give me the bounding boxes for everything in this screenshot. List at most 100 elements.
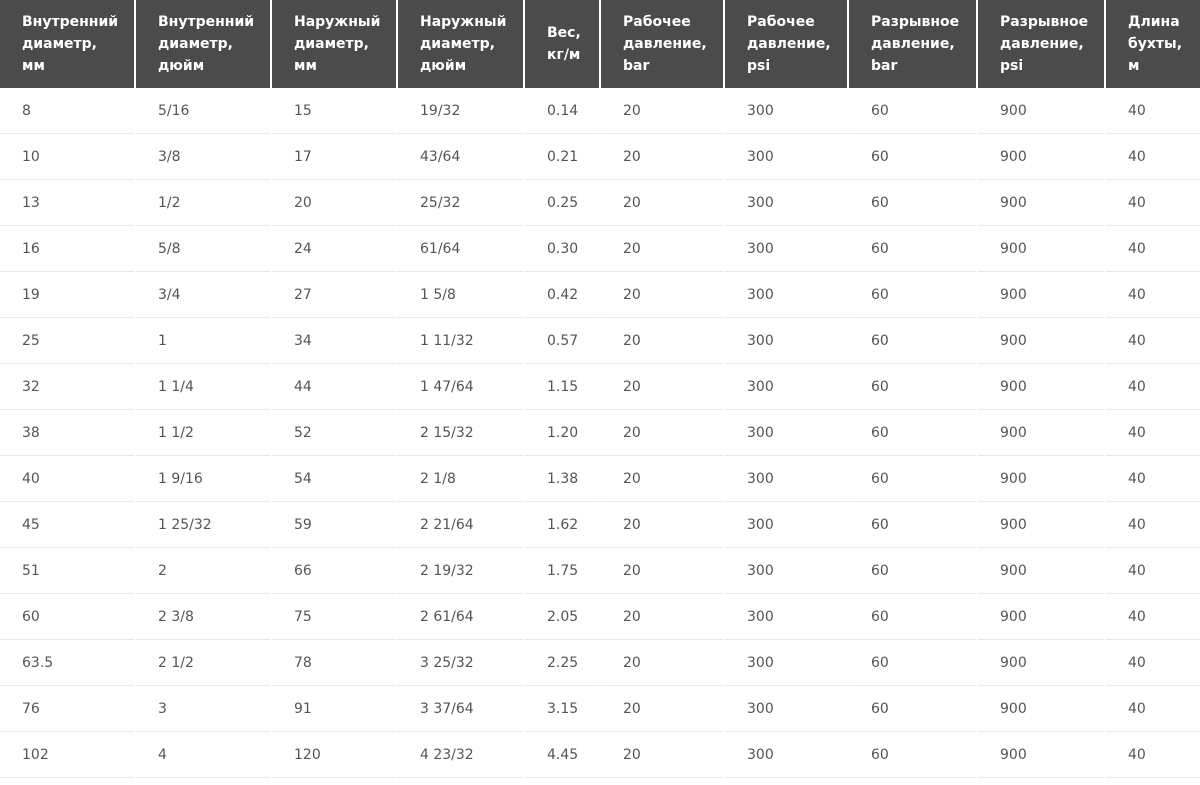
table-cell: 2.25: [524, 639, 601, 686]
table-cell: 0.42: [524, 271, 601, 318]
table-cell: 900: [977, 88, 1106, 134]
table-cell: 40: [1105, 639, 1200, 686]
table-cell: 40: [1105, 317, 1200, 364]
table-cell: 2 61/64: [397, 593, 525, 640]
table-cell: 5/8: [135, 225, 272, 272]
table-cell: 20: [600, 363, 725, 410]
table-cell: 4: [135, 731, 272, 778]
table-cell: 60: [848, 455, 978, 502]
table-cell: 24: [271, 225, 398, 272]
table-cell: 2 3/8: [135, 593, 272, 640]
table-cell: 0.21: [524, 133, 601, 180]
table-cell: 20: [600, 88, 725, 134]
table-cell: 1: [135, 317, 272, 364]
table-cell: 0.30: [524, 225, 601, 272]
table-cell: 300: [724, 731, 849, 778]
table-cell: 3.15: [524, 685, 601, 732]
table-cell: 40: [1105, 271, 1200, 318]
table-cell: 52: [271, 409, 398, 456]
table-cell: 20: [600, 179, 725, 226]
column-header: Наружный диаметр, дюйм: [397, 0, 525, 88]
table-cell: 91: [271, 685, 398, 732]
header-row: Внутренний диаметр, мм Внутренний диаметр…: [0, 0, 1200, 88]
table-cell: 900: [977, 685, 1106, 732]
table-cell: 5/16: [135, 88, 272, 134]
table-cell: 40: [1105, 88, 1200, 134]
table-cell: 60: [848, 179, 978, 226]
table-cell: 300: [724, 179, 849, 226]
table-cell: 20: [600, 133, 725, 180]
table-cell: 1/2: [135, 179, 272, 226]
table-cell: 2 21/64: [397, 501, 525, 548]
table-cell: 15: [271, 88, 398, 134]
table-row: 40 1 9/16 54 2 1/8 1.38 20 300 60 900 40: [0, 455, 1200, 502]
column-header: Разрывное давление, psi: [977, 0, 1106, 88]
table-cell: 45: [0, 501, 136, 548]
table-cell: 40: [1105, 501, 1200, 548]
table-row: 45 1 25/32 59 2 21/64 1.62 20 300 60 900 40: [0, 501, 1200, 548]
table-cell: 900: [977, 593, 1106, 640]
table-cell: 2 15/32: [397, 409, 525, 456]
table-cell: 300: [724, 225, 849, 272]
table-cell: 1.20: [524, 409, 601, 456]
table-cell: 78: [271, 639, 398, 686]
table-cell: 3/8: [135, 133, 272, 180]
table-cell: 900: [977, 317, 1106, 364]
table-cell: 44: [271, 363, 398, 410]
table-cell: 10: [0, 133, 136, 180]
table-cell: 900: [977, 271, 1106, 318]
table-cell: 1.75: [524, 547, 601, 594]
table-cell: 19/32: [397, 88, 525, 134]
table-cell: 0.14: [524, 88, 601, 134]
table-row: 76 3 91 3 37/64 3.15 20 300 60 900 40: [0, 685, 1200, 732]
column-header: Рабочее давление, bar: [600, 0, 725, 88]
table-cell: 60: [0, 593, 136, 640]
table-cell: 2: [135, 547, 272, 594]
table-cell: 34: [271, 317, 398, 364]
table-cell: 20: [600, 547, 725, 594]
table-cell: 900: [977, 225, 1106, 272]
table-cell: 1 11/32: [397, 317, 525, 364]
table-cell: 59: [271, 501, 398, 548]
table-cell: 75: [271, 593, 398, 640]
column-header: Длина бухты, м: [1105, 0, 1200, 88]
table-cell: 40: [1105, 409, 1200, 456]
table-cell: 20: [271, 179, 398, 226]
table-cell: 300: [724, 271, 849, 318]
table-cell: 300: [724, 363, 849, 410]
column-header: Разрывное давление, bar: [848, 0, 978, 88]
table-cell: 20: [600, 731, 725, 778]
table-row: 60 2 3/8 75 2 61/64 2.05 20 300 60 900 40: [0, 593, 1200, 640]
table-cell: 900: [977, 547, 1106, 594]
table-row: 32 1 1/4 44 1 47/64 1.15 20 300 60 900 40: [0, 363, 1200, 410]
table-cell: 120: [271, 731, 398, 778]
table-row: 13 1/2 20 25/32 0.25 20 300 60 900 40: [0, 179, 1200, 226]
table-cell: 1 47/64: [397, 363, 525, 410]
table-cell: 25/32: [397, 179, 525, 226]
table-row: 25 1 34 1 11/32 0.57 20 300 60 900 40: [0, 317, 1200, 364]
table-cell: 66: [271, 547, 398, 594]
table-cell: 20: [600, 639, 725, 686]
column-header: Наружный диаметр, мм: [271, 0, 398, 88]
table-cell: 20: [600, 685, 725, 732]
table-cell: 102: [0, 731, 136, 778]
table-cell: 60: [848, 317, 978, 364]
table-row: 38 1 1/2 52 2 15/32 1.20 20 300 60 900 40: [0, 409, 1200, 456]
table-cell: 2.05: [524, 593, 601, 640]
table-body: 8 5/16 15 19/32 0.14 20 300 60 900 40 10 3/8 17 43/64…: [0, 88, 1200, 778]
table-cell: 63.5: [0, 639, 136, 686]
table-cell: 1.62: [524, 501, 601, 548]
column-header: Внутренний диаметр, дюйм: [135, 0, 272, 88]
table-cell: 4 23/32: [397, 731, 525, 778]
table-cell: 300: [724, 501, 849, 548]
table-cell: 38: [0, 409, 136, 456]
table-cell: 300: [724, 88, 849, 134]
table-cell: 40: [1105, 593, 1200, 640]
column-header: Внутренний диаметр, мм: [0, 0, 136, 88]
table-cell: 1 9/16: [135, 455, 272, 502]
table-cell: 0.57: [524, 317, 601, 364]
table-cell: 20: [600, 593, 725, 640]
table-cell: 40: [1105, 179, 1200, 226]
table-cell: 300: [724, 685, 849, 732]
